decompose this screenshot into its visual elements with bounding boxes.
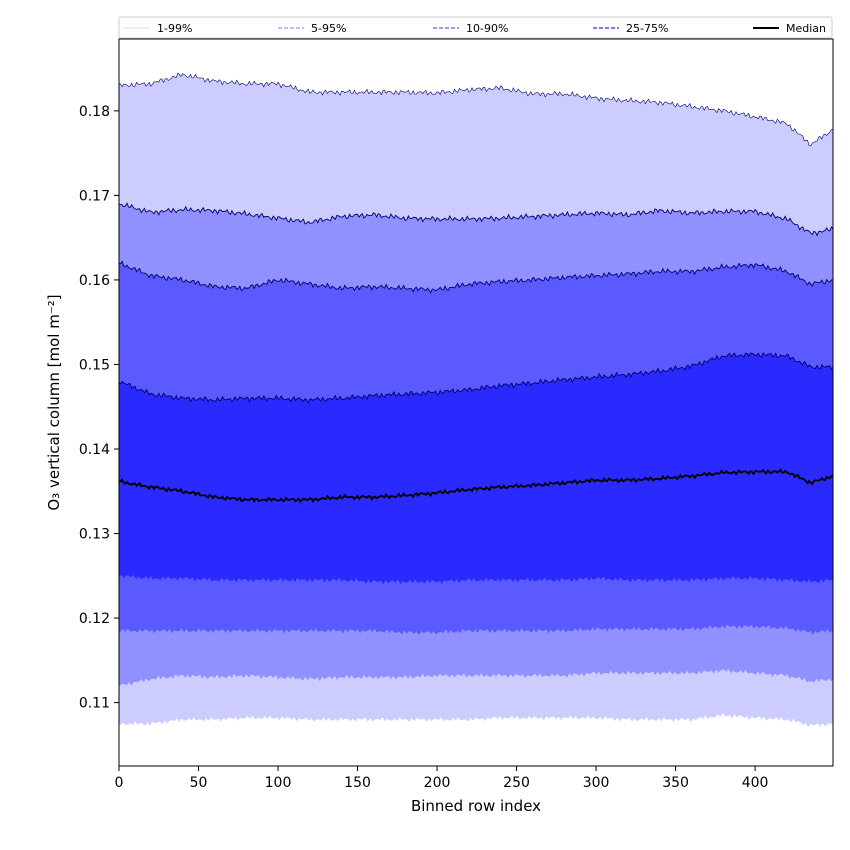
y-tick-label: 0.18 (79, 104, 110, 120)
y-tick-label: 0.11 (79, 696, 110, 712)
band-upper-edge-10-90% (119, 260, 834, 294)
band-upper-edge-5-95% (118, 202, 834, 237)
legend-label: 10-90% (466, 22, 508, 35)
x-axis-label: Binned row index (411, 797, 541, 815)
median-layer (118, 467, 834, 503)
x-tick-label: 50 (190, 775, 208, 791)
x-tick-label: 100 (265, 775, 292, 791)
legend-label: 5-95% (311, 22, 346, 35)
x-tick-label: 350 (662, 775, 689, 791)
x-tick-label: 150 (344, 775, 371, 791)
x-tick-label: 0 (115, 775, 124, 791)
legend-box (118, 16, 833, 39)
legend: 1-99% 5-95% 10-90% 25-75% Median (118, 16, 833, 39)
x-tick-label: 300 (583, 775, 610, 791)
y-tick-label: 0.17 (79, 188, 110, 204)
x-tick-label: 200 (424, 775, 451, 791)
legend-label: Median (786, 22, 826, 35)
y-tick-label: 0.13 (79, 527, 110, 543)
median-line (118, 467, 834, 503)
y-axis-label: O₃ vertical column [mol m⁻²] (45, 294, 63, 510)
band-upper-edge-25-75% (118, 352, 834, 405)
band-25-75% (119, 352, 833, 585)
y-tick-label: 0.15 (79, 357, 110, 373)
x-tick-label: 250 (503, 775, 530, 791)
y-axis-ticks: 0.11 0.12 0.13 0.14 0.15 0.16 0.17 0.18 (79, 104, 119, 712)
y-tick-label: 0.16 (79, 273, 110, 289)
y-tick-label: 0.12 (79, 611, 110, 627)
percentile-bands (118, 72, 834, 727)
legend-label: 25-75% (626, 22, 668, 35)
x-axis-ticks: 0 50 100 150 200 250 300 350 400 (115, 766, 769, 791)
x-tick-label: 400 (742, 775, 769, 791)
legend-label: 1-99% (157, 22, 192, 35)
plot-frame (118, 38, 834, 767)
band-upper-edge-1-99% (118, 72, 834, 147)
y-tick-label: 0.14 (79, 442, 110, 458)
